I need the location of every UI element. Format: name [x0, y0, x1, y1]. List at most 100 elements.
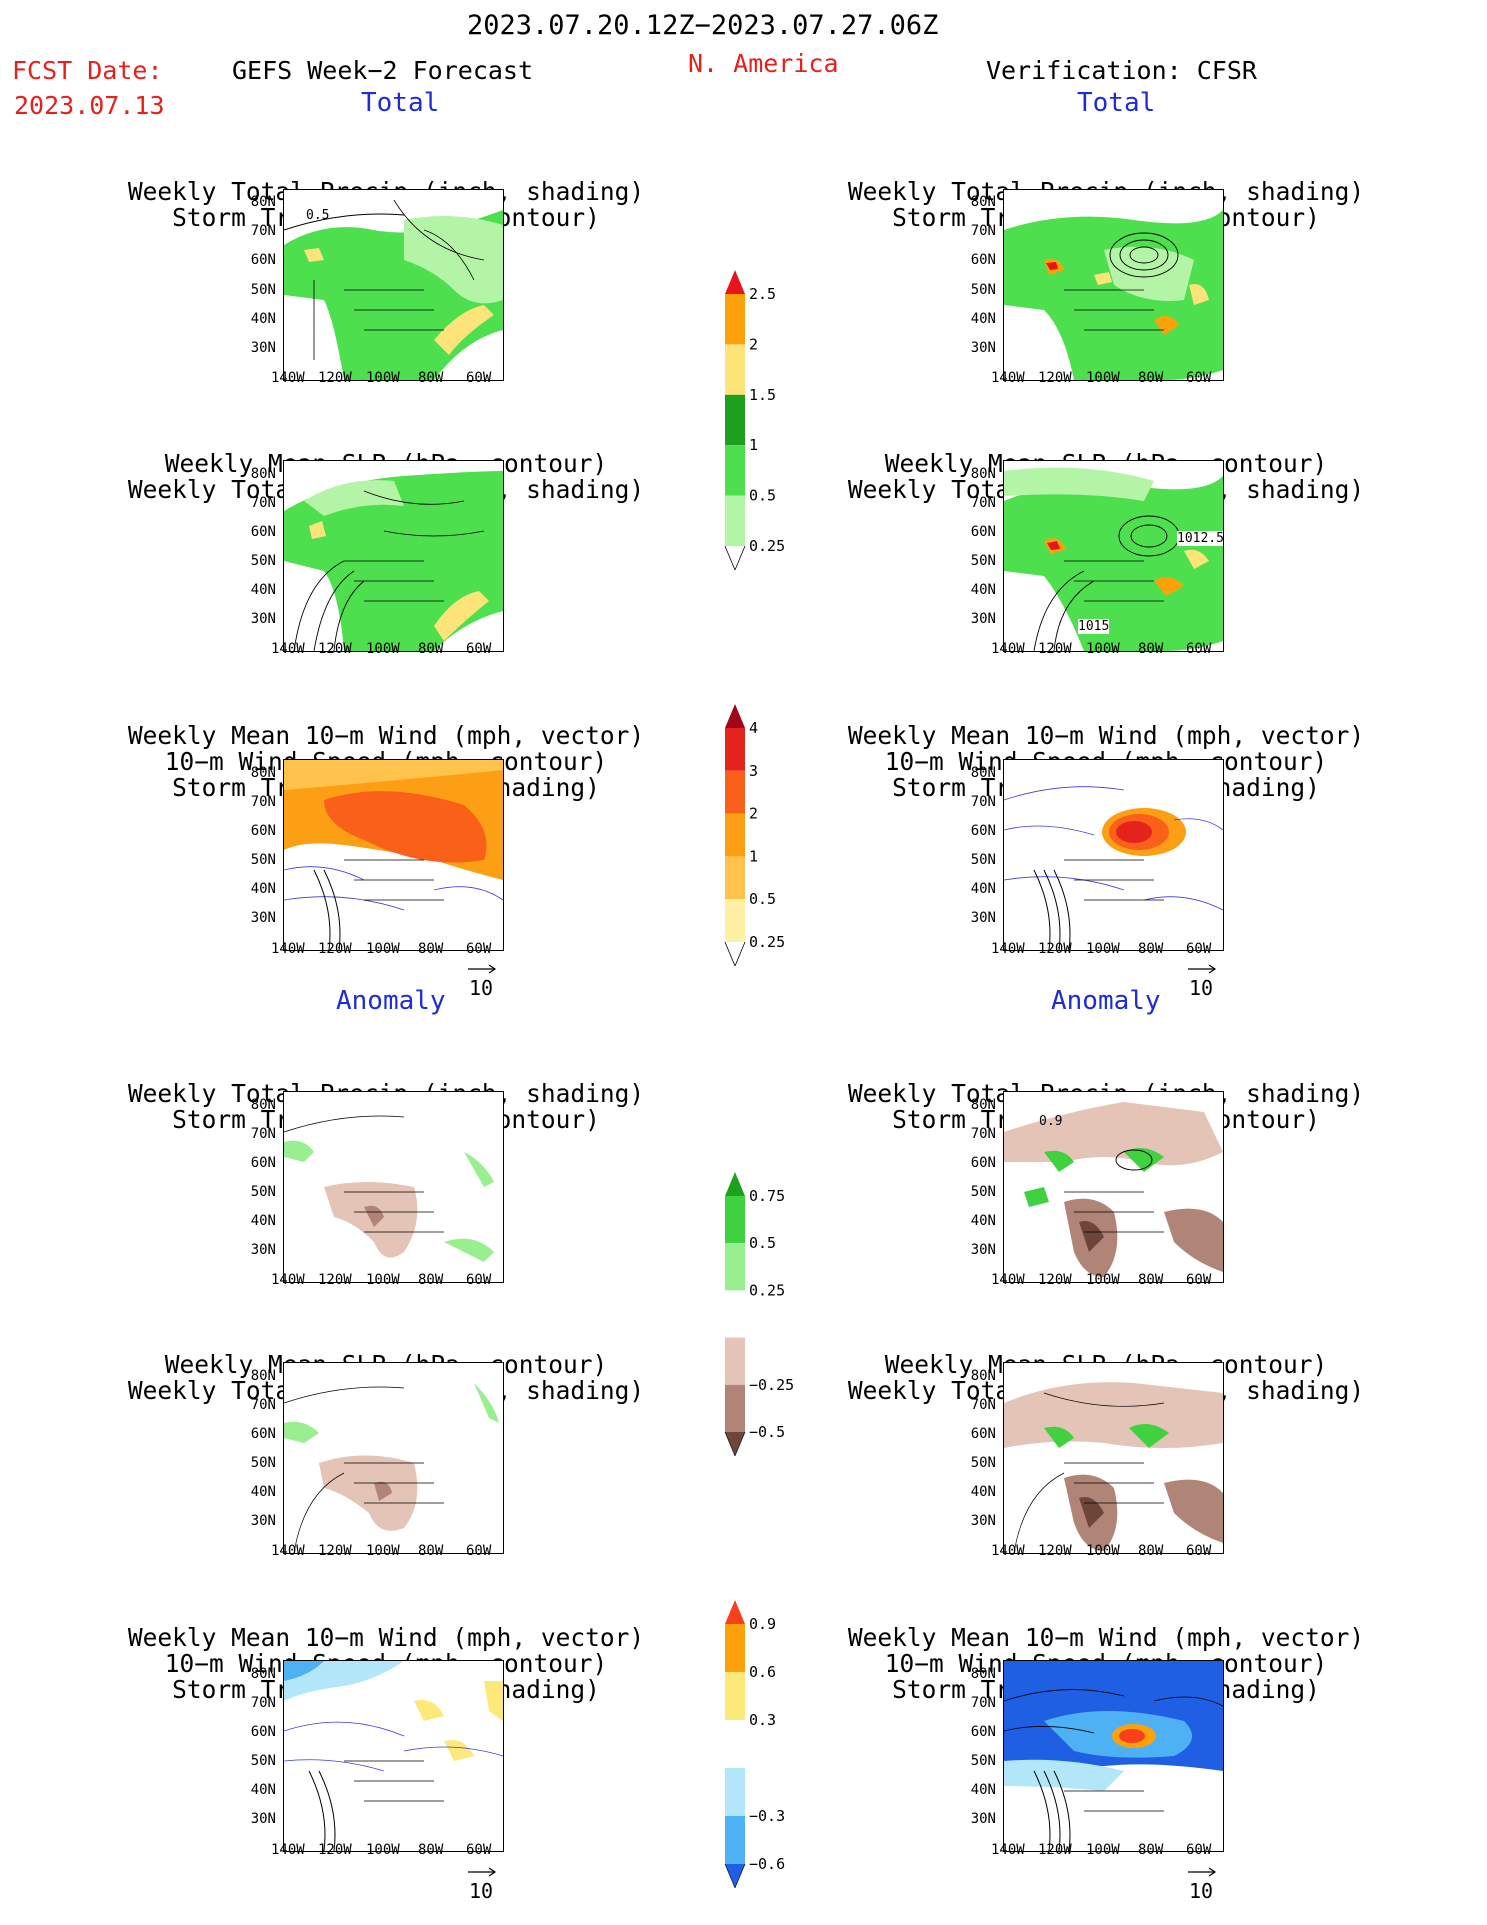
- lon-label: 140W: [271, 1272, 305, 1288]
- vector-reference-value: 10: [469, 976, 494, 1000]
- lon-label: 80W: [1138, 1543, 1164, 1559]
- colorbar-swatch: [725, 1816, 745, 1864]
- lon-label: 140W: [991, 641, 1025, 657]
- lon-label: 80W: [418, 1543, 444, 1559]
- lat-label: 70N: [970, 1397, 996, 1413]
- lat-label: 40N: [250, 1484, 276, 1500]
- colorbar-swatch: [725, 899, 745, 942]
- colorbar-swatch: [725, 445, 745, 496]
- colorbar-label: 0.25: [749, 933, 785, 951]
- colorbar-label: 0.9: [749, 1615, 776, 1633]
- vector-reference-value: 10: [469, 1879, 494, 1903]
- lat-label: 80N: [970, 1097, 996, 1113]
- colorbar-swatch: [725, 704, 745, 728]
- lat-label: 70N: [250, 794, 276, 810]
- colorbar-label: 0.5: [749, 487, 776, 505]
- lat-label: 60N: [250, 252, 276, 268]
- colorbar-swatch: [725, 856, 745, 900]
- vector-reference-arrow: [1188, 964, 1217, 974]
- lat-label: 50N: [970, 1753, 996, 1769]
- map-fcst-anom-wind-track: [283, 1660, 504, 1852]
- lon-label: 60W: [1186, 641, 1212, 657]
- lon-label: 140W: [991, 1842, 1025, 1858]
- colorbar-swatch: [725, 728, 745, 771]
- lon-label: 60W: [1186, 1543, 1212, 1559]
- lon-label: 60W: [1186, 1842, 1212, 1858]
- lon-label: 60W: [1186, 370, 1212, 386]
- vector-reference-value: 10: [1189, 1879, 1214, 1903]
- fcst-date-label: FCST Date:: [12, 56, 163, 85]
- colorbar-swatch: [725, 770, 745, 814]
- lon-label: 60W: [1186, 1272, 1212, 1288]
- colorbar-swatch: [725, 1384, 745, 1432]
- lat-label: 30N: [250, 340, 276, 356]
- lat-label: 30N: [250, 1811, 276, 1827]
- colorbar-label: −0.3: [749, 1807, 785, 1825]
- lon-label: 140W: [271, 370, 305, 386]
- lat-label: 70N: [970, 794, 996, 810]
- lat-label: 40N: [970, 881, 996, 897]
- lat-label: 80N: [970, 1666, 996, 1682]
- vector-reference-arrow: [468, 1867, 497, 1877]
- region-title: N. America: [688, 49, 839, 78]
- lat-label: 30N: [970, 1811, 996, 1827]
- lon-label: 120W: [1038, 370, 1072, 386]
- fcst-date-value: 2023.07.13: [14, 91, 165, 120]
- lon-label: 100W: [1086, 370, 1120, 386]
- colorbar-swatch: [725, 1624, 745, 1672]
- lon-label: 100W: [366, 1272, 400, 1288]
- lat-label: 60N: [970, 1724, 996, 1740]
- map-fcst-anom-precip-track: [283, 1091, 504, 1283]
- lon-label: 140W: [991, 370, 1025, 386]
- left-column-title: GEFS Week−2 Forecast: [232, 56, 534, 85]
- lat-label: 60N: [970, 1426, 996, 1442]
- colorbar-swatch: [725, 344, 745, 395]
- section-total-left: Total: [361, 88, 440, 118]
- lat-label: 70N: [970, 495, 996, 511]
- lat-label: 50N: [250, 282, 276, 298]
- colorbar-swatch: [725, 1768, 745, 1816]
- colorbar-label: 0.3: [749, 1711, 776, 1729]
- lat-label: 30N: [970, 340, 996, 356]
- lon-label: 120W: [318, 941, 352, 957]
- track-contour-label: 0.5: [306, 208, 330, 223]
- lon-label: 120W: [1038, 1272, 1072, 1288]
- section-total-right: Total: [1077, 88, 1156, 118]
- lat-label: 80N: [250, 194, 276, 210]
- lat-label: 70N: [250, 1397, 276, 1413]
- lat-label: 30N: [970, 1513, 996, 1529]
- lat-label: 50N: [250, 553, 276, 569]
- lat-label: 40N: [970, 311, 996, 327]
- lat-label: 50N: [250, 852, 276, 868]
- colorbar-label: −0.6: [749, 1855, 785, 1873]
- lat-label: 50N: [970, 1455, 996, 1471]
- colorbar-label: −0.5: [749, 1423, 785, 1441]
- colorbar-swatch: [725, 813, 745, 857]
- lon-label: 120W: [318, 370, 352, 386]
- colorbar-swatch: [725, 1196, 745, 1244]
- vector-reference-arrow: [468, 964, 497, 974]
- colorbar-label: 2.5: [749, 285, 776, 303]
- colorbar-label: 0.6: [749, 1663, 776, 1681]
- lat-label: 50N: [250, 1455, 276, 1471]
- lon-label: 140W: [991, 941, 1025, 957]
- lon-label: 100W: [366, 941, 400, 957]
- lat-label: 60N: [250, 1426, 276, 1442]
- slp-contour-label: 1012.5: [1177, 531, 1224, 546]
- lat-label: 40N: [250, 1782, 276, 1798]
- section-anomaly-left: Anomaly: [336, 986, 446, 1016]
- colorbar-label: 0.25: [749, 1281, 785, 1299]
- lat-label: 30N: [250, 910, 276, 926]
- lat-label: 70N: [250, 495, 276, 511]
- lon-label: 140W: [991, 1543, 1025, 1559]
- lon-label: 100W: [366, 1543, 400, 1559]
- colorbar-label: 1: [749, 847, 758, 865]
- map-fcst-total-wind-track: [283, 759, 504, 951]
- lat-label: 80N: [250, 1097, 276, 1113]
- lat-label: 70N: [250, 223, 276, 239]
- lon-label: 120W: [1038, 941, 1072, 957]
- colorbar-swatch: [725, 1864, 745, 1888]
- colorbar-label: 1.5: [749, 386, 776, 404]
- lon-label: 100W: [1086, 1842, 1120, 1858]
- lat-label: 80N: [970, 1368, 996, 1384]
